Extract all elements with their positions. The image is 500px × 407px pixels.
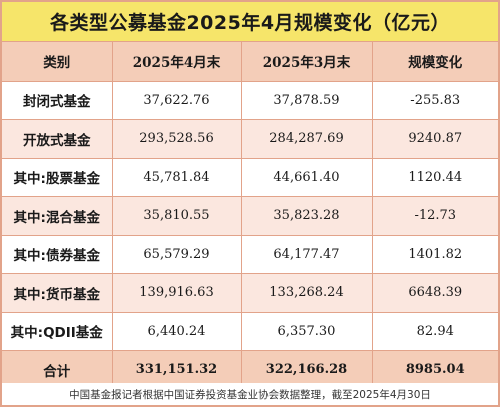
row-april-value: 6,440.24: [112, 312, 242, 351]
row-april-value: 65,579.29: [112, 235, 242, 274]
row-change-value: 6648.39: [372, 273, 498, 313]
row-change-value: 1120.44: [372, 158, 498, 197]
row-change-value: -255.83: [372, 81, 498, 120]
row-change-value: 1401.82: [372, 235, 498, 274]
row-april-value: 45,781.84: [112, 158, 242, 197]
page-title: 各类型公募基金2025年4月规模变化（亿元）: [2, 2, 498, 42]
column-header-category: 类别: [2, 42, 113, 82]
table-row: 其中:QDII基金 6,440.24 6,357.30 82.94: [2, 312, 498, 351]
row-april-value: 331,151.32: [112, 350, 242, 390]
row-april-value: 37,622.76: [112, 81, 242, 120]
table-header-row: 类别 2025年4月末 2025年3月末 规模变化: [2, 42, 498, 82]
table-row: 其中:混合基金 35,810.55 35,823.28 -12.73: [2, 196, 498, 236]
row-category: 其中:货币基金: [2, 273, 113, 313]
table-row: 封闭式基金 37,622.76 37,878.59 -255.83: [2, 81, 498, 120]
row-march-value: 6,357.30: [241, 312, 373, 351]
row-april-value: 293,528.56: [112, 119, 242, 159]
row-category: 其中:债券基金: [2, 235, 113, 274]
row-category: 开放式基金: [2, 119, 113, 159]
source-note: 中国基金报记者根据中国证券投资基金业协会数据整理，截至2025年4月30日: [2, 383, 498, 405]
row-march-value: 37,878.59: [241, 81, 373, 120]
row-change-value: 82.94: [372, 312, 498, 351]
row-march-value: 284,287.69: [241, 119, 373, 159]
column-header-change: 规模变化: [372, 42, 498, 82]
row-category: 封闭式基金: [2, 81, 113, 120]
table-row: 其中:债券基金 65,579.29 64,177.47 1401.82: [2, 235, 498, 274]
row-march-value: 35,823.28: [241, 196, 373, 236]
row-category: 合计: [2, 350, 113, 390]
table-row-total: 合计 331,151.32 322,166.28 8985.04: [2, 350, 498, 390]
table-row: 其中:股票基金 45,781.84 44,661.40 1120.44: [2, 158, 498, 197]
row-march-value: 64,177.47: [241, 235, 373, 274]
row-april-value: 35,810.55: [112, 196, 242, 236]
row-change-value: 8985.04: [372, 350, 498, 390]
column-header-april: 2025年4月末: [112, 42, 242, 82]
row-march-value: 44,661.40: [241, 158, 373, 197]
row-march-value: 133,268.24: [241, 273, 373, 313]
table-row: 开放式基金 293,528.56 284,287.69 9240.87: [2, 119, 498, 159]
table-row: 其中:货币基金 139,916.63 133,268.24 6648.39: [2, 273, 498, 313]
fund-size-table: 类别 2025年4月末 2025年3月末 规模变化 封闭式基金 37,622.7…: [2, 42, 498, 390]
row-march-value: 322,166.28: [241, 350, 373, 390]
row-change-value: 9240.87: [372, 119, 498, 159]
row-category: 其中:QDII基金: [2, 312, 113, 351]
row-april-value: 139,916.63: [112, 273, 242, 313]
row-category: 其中:混合基金: [2, 196, 113, 236]
row-category: 其中:股票基金: [2, 158, 113, 197]
column-header-march: 2025年3月末: [241, 42, 373, 82]
row-change-value: -12.73: [372, 196, 498, 236]
